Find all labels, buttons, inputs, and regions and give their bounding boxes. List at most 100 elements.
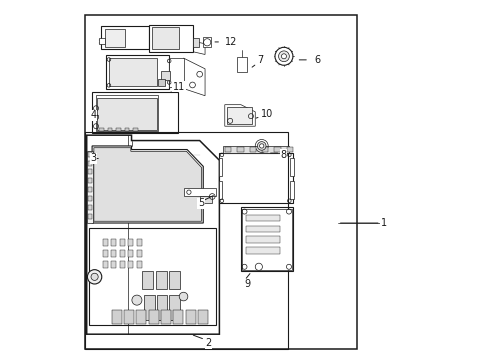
Bar [156, 295, 167, 320]
Bar [88, 187, 92, 192]
Bar [249, 147, 256, 152]
Bar [203, 37, 211, 47]
Bar [99, 38, 105, 44]
Bar [120, 261, 124, 268]
Bar [185, 310, 195, 324]
Bar [88, 170, 92, 174]
Bar [85, 132, 287, 348]
Bar [262, 147, 268, 152]
Bar [136, 310, 146, 324]
Bar [101, 26, 149, 49]
Bar [223, 146, 289, 153]
Text: 3: 3 [90, 153, 96, 163]
Bar [128, 239, 133, 246]
Bar [102, 261, 108, 268]
Bar [99, 128, 103, 131]
Bar [246, 226, 280, 232]
Bar [199, 196, 212, 203]
Bar [96, 95, 158, 131]
Bar [161, 71, 170, 80]
Bar [192, 38, 199, 46]
Bar [133, 128, 137, 131]
Bar [120, 250, 124, 257]
Circle shape [281, 54, 286, 59]
Polygon shape [94, 148, 201, 221]
Circle shape [255, 263, 262, 270]
Bar [144, 295, 155, 320]
Bar [128, 250, 133, 257]
Bar [88, 214, 92, 219]
Bar [149, 25, 192, 51]
Polygon shape [92, 146, 203, 223]
Bar [169, 58, 183, 87]
Bar [226, 107, 251, 125]
Bar [92, 92, 178, 134]
Polygon shape [86, 135, 219, 334]
Bar [246, 247, 280, 253]
Bar [124, 128, 129, 131]
Bar [111, 239, 116, 246]
Bar [120, 239, 124, 246]
Bar [142, 271, 153, 289]
Bar [169, 295, 180, 320]
Bar [137, 250, 142, 257]
Bar [88, 196, 92, 201]
Text: 12: 12 [224, 37, 237, 47]
Bar [116, 128, 121, 131]
Bar [88, 178, 92, 183]
Text: 4: 4 [90, 111, 96, 121]
Circle shape [189, 82, 195, 88]
Circle shape [257, 141, 265, 150]
Bar [88, 228, 215, 325]
Bar [274, 147, 280, 152]
Text: 10: 10 [260, 109, 272, 119]
Bar [97, 98, 156, 130]
Circle shape [132, 295, 142, 305]
Bar [137, 261, 142, 268]
Bar [158, 79, 164, 86]
Bar [286, 147, 293, 152]
Circle shape [91, 273, 98, 280]
Bar [87, 151, 93, 223]
Text: 7: 7 [257, 55, 263, 65]
Polygon shape [192, 39, 204, 54]
Bar [148, 310, 159, 324]
Bar [218, 181, 221, 199]
Bar [85, 15, 357, 348]
Bar [237, 147, 243, 152]
Bar [224, 147, 231, 152]
Bar [241, 209, 291, 270]
Bar [102, 250, 108, 257]
Circle shape [259, 144, 264, 148]
Bar [88, 205, 92, 210]
Bar [105, 29, 125, 46]
Bar [183, 188, 215, 196]
Circle shape [179, 292, 187, 301]
Bar [173, 310, 183, 324]
Bar [124, 310, 134, 324]
Circle shape [278, 51, 289, 62]
Bar [289, 181, 293, 199]
Text: 9: 9 [244, 279, 250, 289]
Bar [112, 310, 122, 324]
Text: 2: 2 [204, 338, 211, 348]
Text: 6: 6 [314, 55, 320, 65]
Text: 1: 1 [380, 218, 386, 228]
Bar [88, 161, 92, 166]
Bar [155, 271, 166, 289]
Bar [152, 27, 179, 49]
Bar [218, 158, 221, 176]
Polygon shape [183, 58, 204, 96]
Bar [198, 310, 207, 324]
Bar [106, 55, 169, 89]
Bar [88, 152, 92, 157]
Bar [111, 261, 116, 268]
Bar [161, 310, 171, 324]
Bar [107, 128, 112, 131]
Bar [128, 261, 133, 268]
Polygon shape [224, 105, 255, 126]
Polygon shape [241, 207, 292, 271]
Bar [246, 236, 280, 243]
Bar [102, 239, 108, 246]
Bar [169, 271, 180, 289]
